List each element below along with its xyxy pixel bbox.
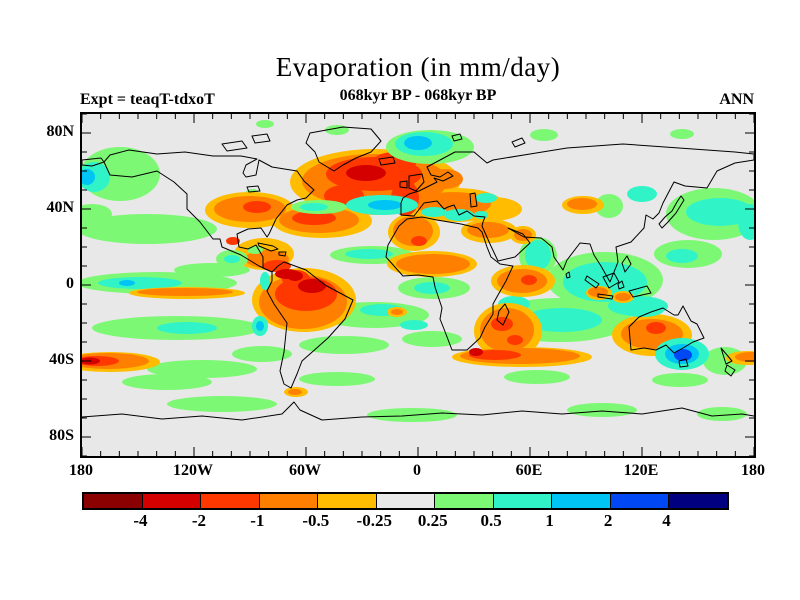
- colorbar-segment: [258, 494, 318, 508]
- coast-hispaniola: [278, 251, 287, 257]
- colorbar: [82, 492, 729, 510]
- x-tick-60e: 60E: [515, 462, 543, 479]
- y-tick-80n: 80N: [46, 123, 74, 140]
- coast-africa: [385, 216, 514, 351]
- coast-antarctica: [82, 401, 754, 421]
- page-title: Evaporation (in mm/day): [275, 52, 561, 82]
- coast-south-america: [266, 261, 354, 389]
- colorbar-segment: [668, 494, 728, 508]
- coast-chukotka: [82, 157, 105, 167]
- coast-borneo: [602, 272, 620, 289]
- coast-ireland: [399, 180, 408, 189]
- coast-arctic-islands: [221, 133, 526, 152]
- x-tick-60w: 60W: [289, 462, 321, 479]
- x-tick-180e: 180: [741, 462, 765, 479]
- colorbar-segment: [317, 494, 376, 508]
- subtitle-period: 068kyr BP - 068kyr BP: [339, 87, 497, 104]
- anomaly-fields: [82, 120, 754, 422]
- x-tick-120w: 120W: [173, 462, 213, 479]
- colorbar-labels: -4 -2 -1 -0.5 -0.25 0.25 0.5 1 2 4: [82, 511, 725, 533]
- colorbar-segment: [84, 494, 142, 508]
- colorbar-tick-label: -0.5: [302, 511, 330, 530]
- map-plot-area: [80, 112, 756, 458]
- coast-tasmania: [678, 358, 689, 368]
- colorbar-tick-label: 0.5: [480, 511, 502, 530]
- colorbar-tick-label: 0.25: [417, 511, 448, 530]
- season-label: ANN: [719, 91, 754, 108]
- colorbar-tick-label: -1: [250, 511, 265, 530]
- colorbar-tick-label: -2: [191, 511, 206, 530]
- axis-ticks: [82, 114, 754, 456]
- coast-philippines: [621, 255, 632, 273]
- coast-uk: [408, 173, 425, 192]
- y-tick-40s: 40S: [49, 351, 74, 368]
- coast-australia: [628, 305, 705, 354]
- coast-caspian: [469, 192, 478, 208]
- coast-svalbard: [451, 133, 463, 142]
- colorbar-segment: [141, 494, 201, 508]
- coast-japan: [658, 195, 685, 229]
- coast-cuba: [257, 242, 279, 252]
- colorbar-tick-label: 1: [545, 511, 554, 530]
- x-tick-120e: 120E: [623, 462, 659, 479]
- coast-north-america: [103, 149, 315, 273]
- x-tick-180w: 180: [69, 462, 93, 479]
- coastlines: [82, 126, 754, 421]
- coast-eurasia: [400, 143, 754, 283]
- coast-new-zealand: [720, 347, 736, 377]
- coast-sri-lanka: [565, 271, 571, 279]
- colorbar-segment: [434, 494, 493, 508]
- coast-iceland: [378, 156, 396, 166]
- colorbar-tick-label: 2: [603, 511, 613, 530]
- world-anomaly-map: [82, 114, 754, 456]
- colorbar-segment: [200, 494, 259, 508]
- coast-new-guinea: [628, 285, 652, 298]
- colorbar-segment: [551, 494, 610, 508]
- colorbar-segment: [375, 494, 435, 508]
- experiment-label: Expt = teaqT-tdxoT: [80, 91, 215, 108]
- coast-madagascar: [496, 303, 510, 326]
- coast-sulawesi: [617, 280, 625, 290]
- colorbar-segment: [492, 494, 552, 508]
- colorbar-segment: [609, 494, 669, 508]
- y-tick-80s: 80S: [49, 427, 74, 444]
- coast-greenland: [305, 126, 382, 172]
- coast-java: [597, 293, 614, 300]
- y-tick-40n: 40N: [46, 199, 74, 216]
- colorbar-tick-label: -0.25: [356, 511, 392, 530]
- x-tick-0: 0: [413, 462, 421, 479]
- colorbar-tick-label: -4: [133, 511, 148, 530]
- colorbar-tick-label: 4: [662, 511, 671, 530]
- coast-sumatra: [584, 275, 600, 289]
- coast-great-lakes: [246, 185, 261, 193]
- y-tick-0: 0: [66, 275, 74, 292]
